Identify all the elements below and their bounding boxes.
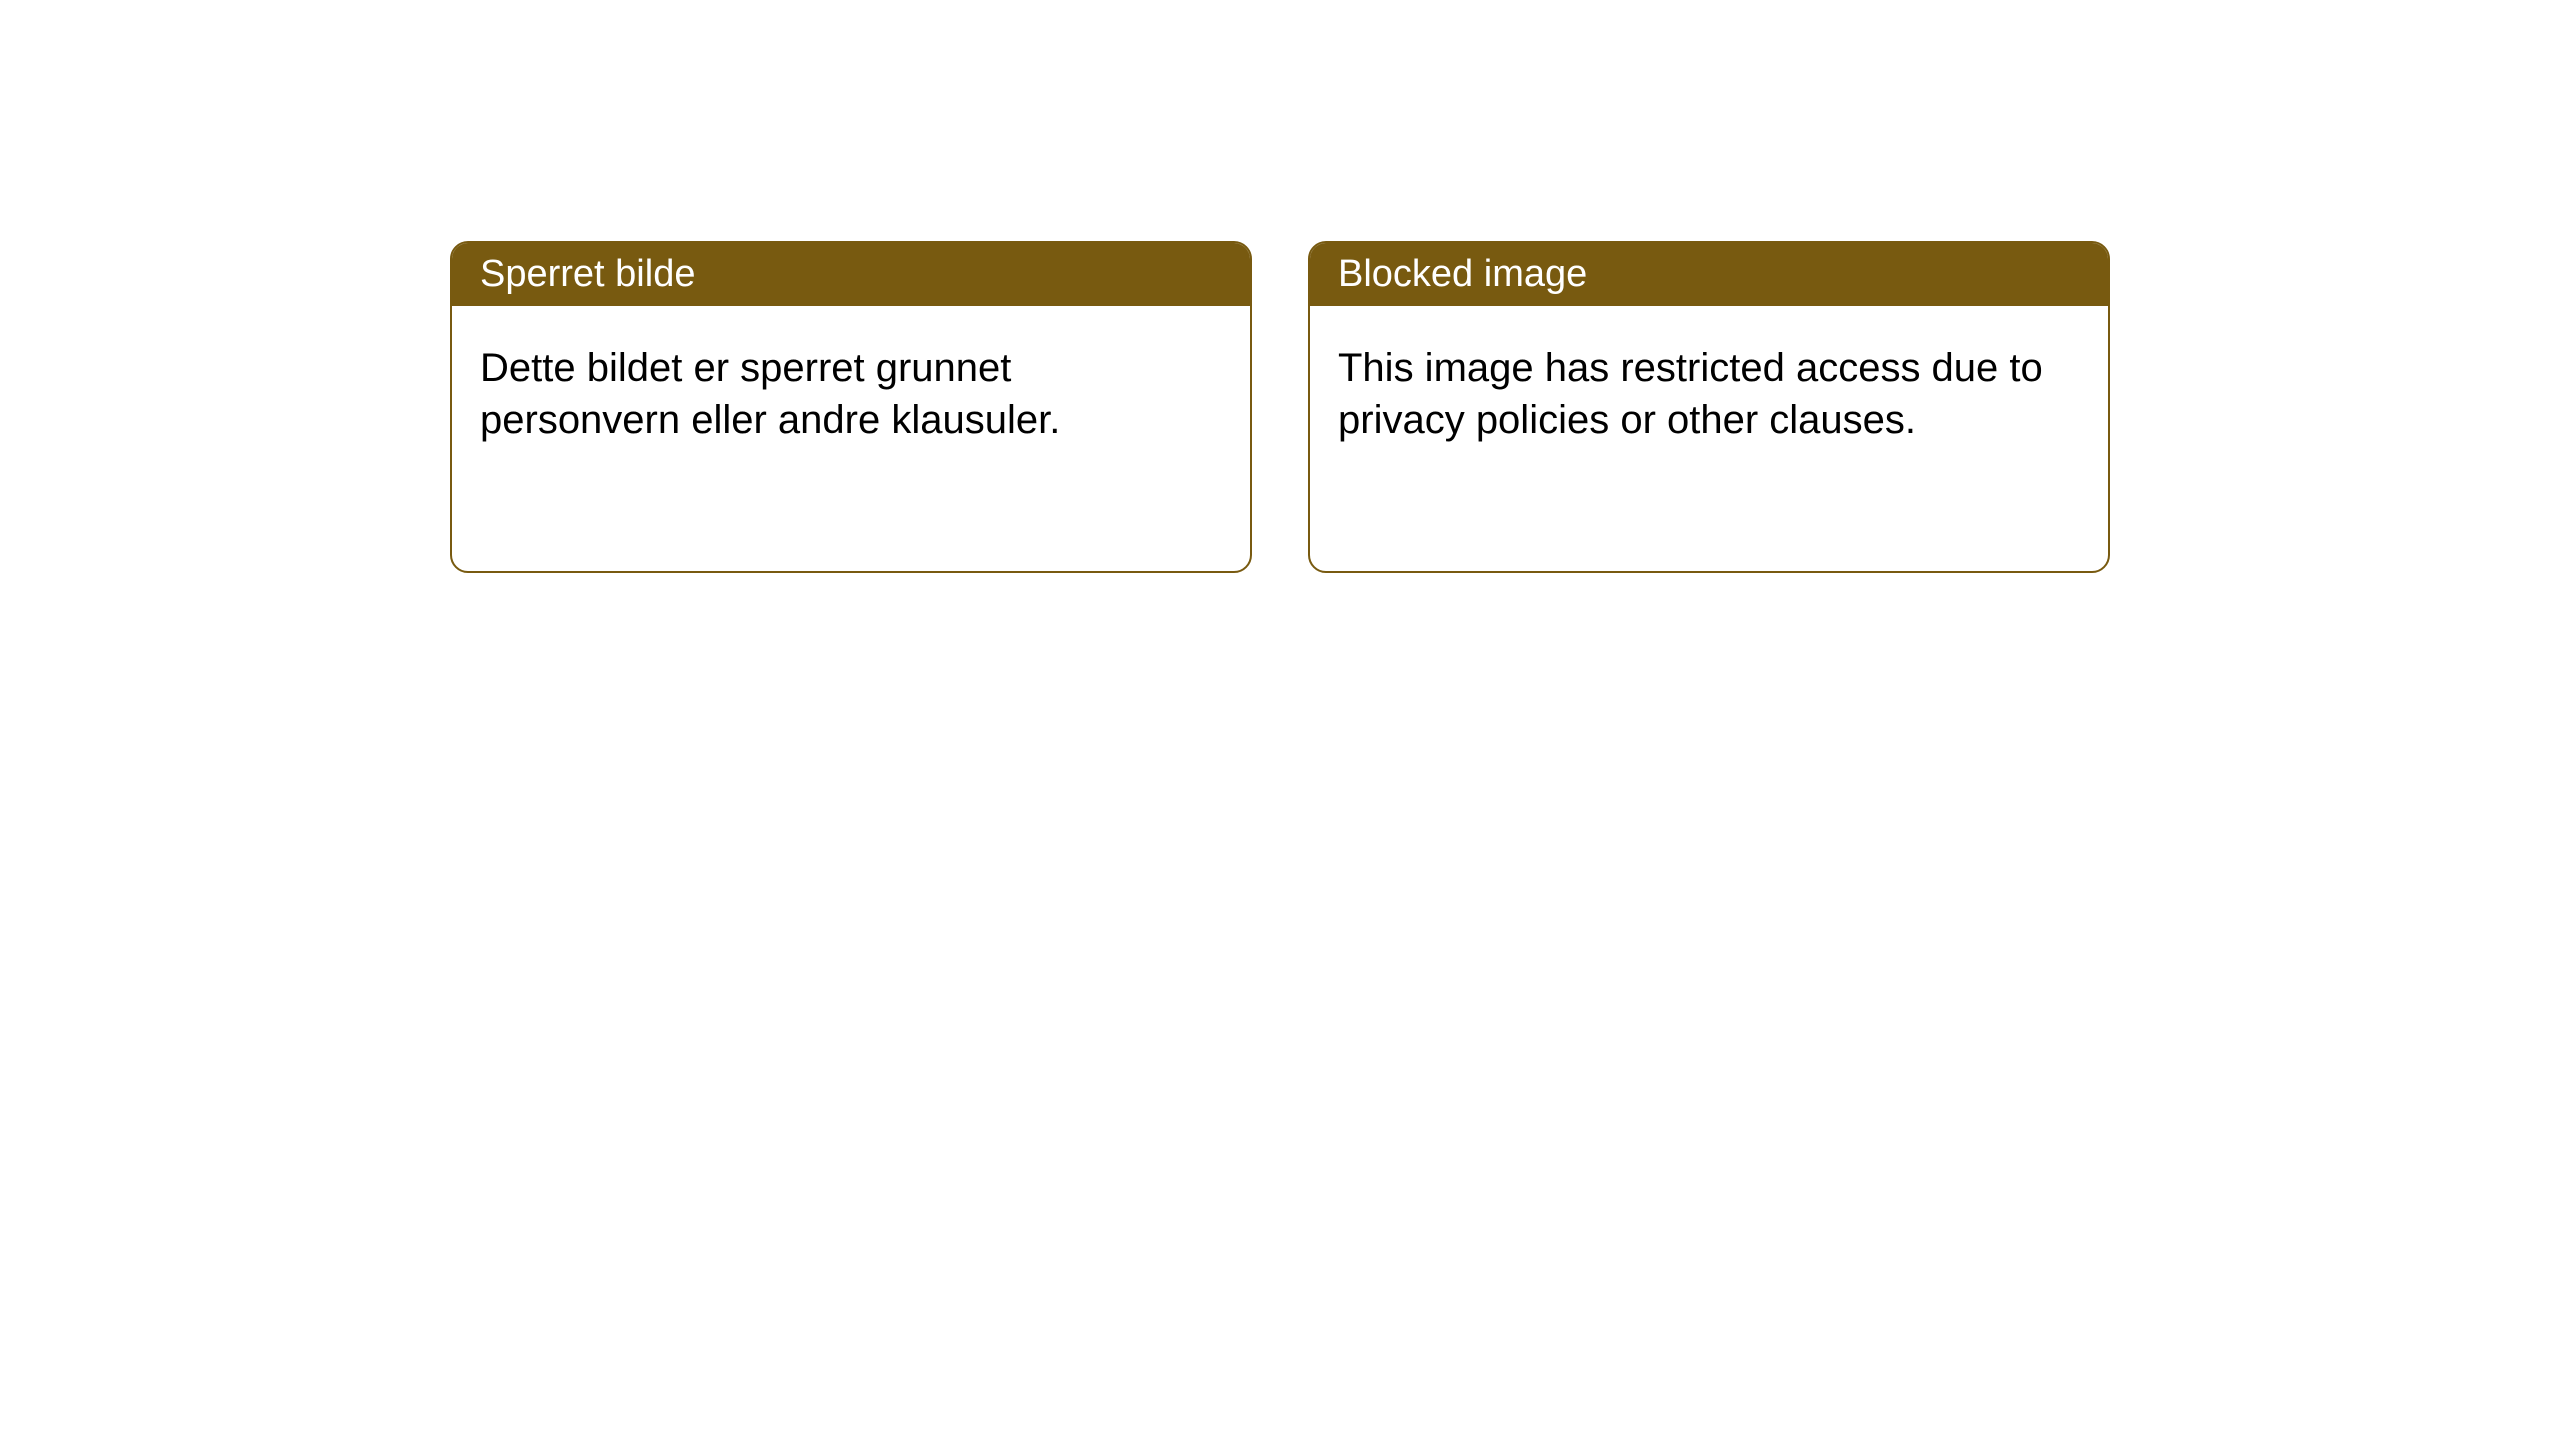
card-body: Dette bildet er sperret grunnet personve…	[452, 306, 1250, 482]
notice-cards-container: Sperret bilde Dette bildet er sperret gr…	[0, 0, 2560, 573]
card-body-text: Dette bildet er sperret grunnet personve…	[480, 346, 1060, 442]
card-body: This image has restricted access due to …	[1310, 306, 2108, 482]
card-header: Blocked image	[1310, 243, 2108, 306]
card-title: Sperret bilde	[480, 253, 695, 295]
notice-card-english: Blocked image This image has restricted …	[1308, 241, 2110, 573]
card-header: Sperret bilde	[452, 243, 1250, 306]
notice-card-norwegian: Sperret bilde Dette bildet er sperret gr…	[450, 241, 1252, 573]
card-title: Blocked image	[1338, 253, 1587, 295]
card-body-text: This image has restricted access due to …	[1338, 346, 2043, 442]
